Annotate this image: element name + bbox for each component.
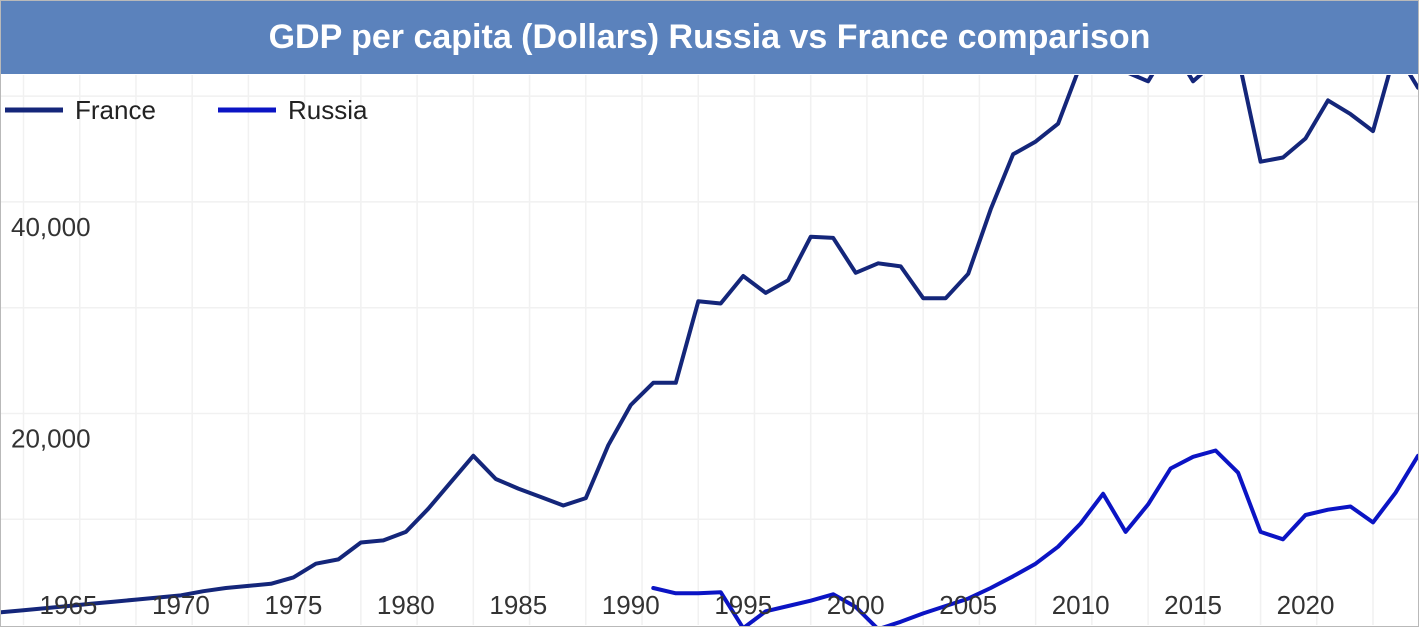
x-tick-label: 2020 — [1277, 590, 1335, 620]
x-tick-label: 2000 — [827, 590, 885, 620]
x-tick-label: 1975 — [264, 590, 322, 620]
series-line-france — [1, 75, 1418, 615]
gridlines — [1, 75, 1418, 625]
legend: France Russia — [5, 95, 368, 125]
series-line-russia — [651, 448, 1418, 626]
chart-title: GDP per capita (Dollars) Russia vs Franc… — [1, 1, 1418, 74]
x-tick-label: 1980 — [377, 590, 435, 620]
x-tick-label: 2010 — [1052, 590, 1110, 620]
y-tick-label: 20,000 — [11, 423, 91, 453]
x-tick-label: 1970 — [152, 590, 210, 620]
y-tick-label: 40,000 — [11, 212, 91, 242]
legend-label-russia: Russia — [288, 95, 368, 125]
legend-label-france: France — [75, 95, 156, 125]
series-lines — [1, 75, 1418, 626]
x-tick-label: 1990 — [602, 590, 660, 620]
axis-labels: 20,000 40,000 1965 1970 1975 1980 1985 1990 1995… — [11, 212, 1334, 620]
x-tick-label: 2015 — [1164, 590, 1222, 620]
x-tick-label: 1995 — [714, 590, 772, 620]
x-tick-label: 1965 — [40, 590, 98, 620]
x-tick-label: 2005 — [939, 590, 997, 620]
x-tick-label: 1985 — [489, 590, 547, 620]
